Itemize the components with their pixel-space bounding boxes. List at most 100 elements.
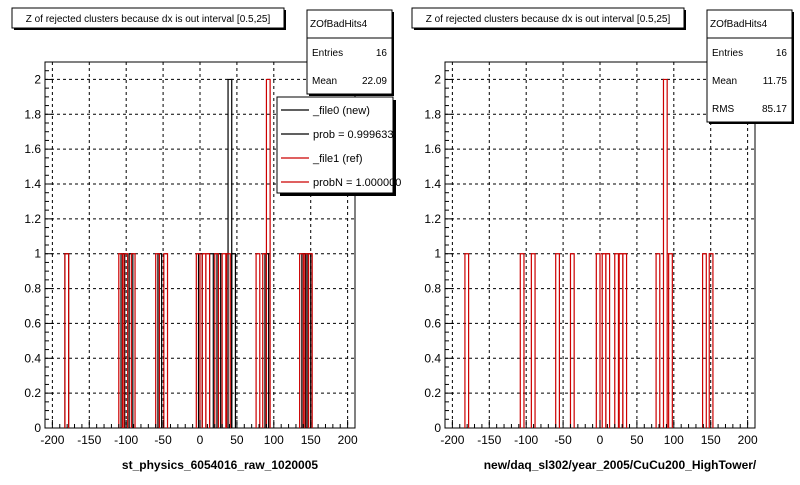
- legend-label: prob = 0.999633: [313, 129, 393, 141]
- stats-box: ZOfBadHits4 Entries 16 Mean 11.75 RMS 85.17: [706, 9, 794, 124]
- grid-lines: [445, 62, 755, 428]
- legend-box: _file0 (new) prob = 0.999633 _file1 (ref) p…: [276, 96, 401, 196]
- y-tick-label: 0: [34, 421, 41, 435]
- y-tick-label: 0: [434, 421, 441, 435]
- stats-row-label: Mean: [712, 76, 737, 87]
- histogram-bin: [622, 253, 628, 428]
- histogram-title-box: Z of rejected clusters because dx is out…: [11, 7, 286, 30]
- x-tick-label: -100: [114, 433, 138, 447]
- histogram-bin: [307, 253, 313, 428]
- y-tick-label: 1.8: [24, 107, 41, 121]
- histogram-bin: [555, 253, 561, 428]
- histogram-bin: [195, 253, 201, 428]
- y-tick-label: 0.2: [424, 386, 441, 400]
- legend-label: _file0 (new): [312, 105, 370, 117]
- x-tick-label: 0: [597, 433, 604, 447]
- x-tick-label: -100: [514, 433, 538, 447]
- histogram-bin: [662, 78, 668, 428]
- x-tick-label: -150: [477, 433, 501, 447]
- y-tick-label: 0.4: [24, 351, 41, 365]
- x-tick-label: -150: [77, 433, 101, 447]
- histogram-title-box: Z of rejected clusters because dx is out…: [411, 7, 686, 30]
- y-tick-label: 1.8: [424, 107, 441, 121]
- histogram-bin: [155, 253, 161, 428]
- y-tick-label: 0.6: [424, 316, 441, 330]
- title-box-frame: [411, 7, 685, 29]
- x-tick-label: 200: [338, 433, 358, 447]
- series-1: [64, 78, 313, 428]
- stats-row-label: Entries: [712, 48, 743, 59]
- y-tick-label: 0.4: [424, 351, 441, 365]
- histogram-bin: [163, 253, 169, 428]
- histogram-bin: [655, 253, 661, 428]
- y-tick-label: 1.4: [24, 177, 41, 191]
- y-tick-label: 0.8: [24, 282, 41, 296]
- histogram-bin: [299, 253, 304, 428]
- histogram-bin: [265, 78, 271, 428]
- histogram-bin: [595, 253, 601, 428]
- stats-box: ZOfBadHits4 Entries 16 Mean 22.09: [306, 9, 394, 96]
- histogram-title: Z of rejected clusters because dx is out…: [426, 14, 671, 25]
- x-tick-label: 150: [701, 433, 721, 447]
- stats-name: ZOfBadHits4: [310, 19, 368, 30]
- x-tick-label: 100: [664, 433, 684, 447]
- right-histogram-panel: -200 -150 -100 -50 0 50 100 150 200 0 0.2 0.4 0.6 0.8…: [411, 7, 794, 472]
- stats-row-label: Entries: [312, 48, 343, 59]
- histogram-bin: [205, 253, 211, 428]
- histogram-bin: [614, 253, 620, 428]
- stats-box-frame: [706, 9, 793, 123]
- histogram-bin: [668, 253, 673, 428]
- histogram-bin: [130, 253, 136, 428]
- histogram-bin: [605, 253, 611, 428]
- y-tick-label: 2: [34, 72, 41, 86]
- histogram-bin: [118, 253, 124, 428]
- histogram-bin: [225, 253, 231, 428]
- y-tick-label: 0.2: [24, 386, 41, 400]
- histogram-bin: [123, 253, 129, 428]
- histogram-bin: [701, 253, 707, 428]
- x-axis-title: st_physics_6054016_raw_1020005: [122, 458, 318, 472]
- histogram-bin: [64, 253, 70, 428]
- axes: -200 -150 -100 -50 0 50 100 150 200 0 0.2 0.4 0.6 0.8…: [424, 70, 758, 447]
- x-tick-label: -200: [40, 433, 64, 447]
- x-tick-label: 100: [264, 433, 284, 447]
- axes: -200 -150 -100 -50 0 50 100 150 200 0 0.2 0.4 0.6 0.8…: [24, 70, 358, 447]
- histogram-bin: [464, 253, 470, 428]
- y-tick-label: 1.4: [424, 177, 441, 191]
- histogram-bin: [231, 253, 237, 428]
- y-tick-label: 1.6: [24, 142, 41, 156]
- left-histogram-panel: -200 -150 -100 -50 0 50 100 150 200 0 0.2 0.4 0.6 0.8…: [11, 7, 401, 472]
- y-tick-label: 1.2: [424, 212, 441, 226]
- x-tick-label: -50: [554, 433, 572, 447]
- y-tick-label: 0.6: [24, 316, 41, 330]
- histogram-bin: [569, 253, 575, 428]
- x-tick-label: 50: [630, 433, 644, 447]
- stats-row-value: 16: [376, 48, 388, 59]
- x-tick-label: 50: [230, 433, 244, 447]
- stats-row-label: Mean: [312, 76, 337, 87]
- histogram-bin: [214, 253, 220, 428]
- y-tick-label: 1.6: [424, 142, 441, 156]
- stats-box-frame: [306, 9, 393, 95]
- histogram-bin: [221, 253, 227, 428]
- legend-label: _file1 (ref): [312, 153, 363, 165]
- series-0: [464, 78, 714, 428]
- legend-label: probN = 1.000000: [313, 177, 401, 189]
- y-tick-label: 1.2: [24, 212, 41, 226]
- stats-row-value: 22.09: [362, 76, 387, 87]
- histogram-bin: [519, 253, 525, 428]
- histogram-title: Z of rejected clusters because dx is out…: [26, 14, 271, 25]
- x-tick-label: 150: [301, 433, 321, 447]
- x-tick-label: -200: [440, 433, 464, 447]
- y-tick-label: 1: [34, 247, 41, 261]
- x-tick-label: 0: [197, 433, 204, 447]
- stats-row-label: RMS: [712, 104, 735, 115]
- x-tick-label: 200: [738, 433, 758, 447]
- title-box-frame: [11, 7, 285, 29]
- stats-row-value: 11.75: [763, 76, 788, 87]
- y-tick-label: 0.8: [424, 282, 441, 296]
- y-tick-label: 1: [434, 247, 441, 261]
- y-tick-label: 2: [434, 72, 441, 86]
